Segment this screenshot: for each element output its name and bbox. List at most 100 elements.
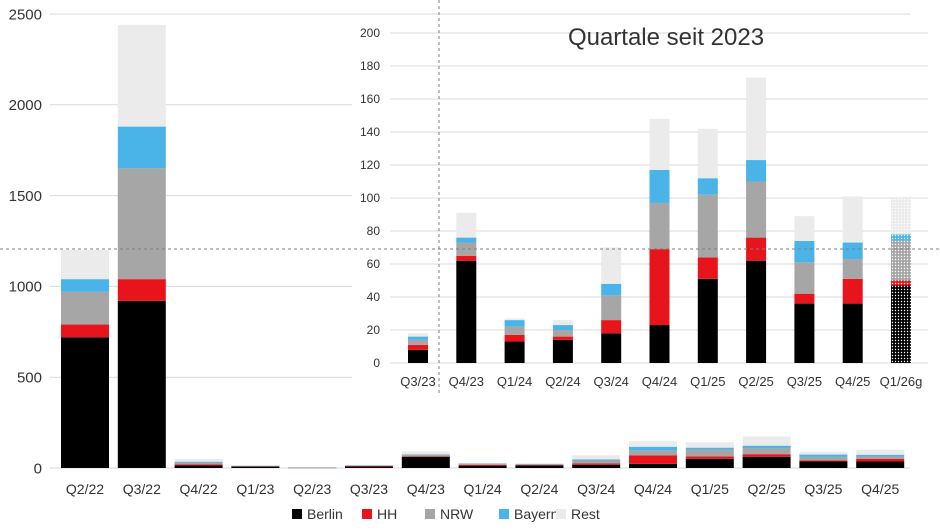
inset-title: Quartale seit 2023 — [568, 24, 764, 51]
inset-bar-q3-24-nrw — [601, 295, 622, 321]
main-bar-q3-25-hh — [799, 460, 848, 462]
main-x-tick-label: Q3/25 — [804, 481, 842, 497]
main-bar-q2-23-rest — [288, 467, 337, 468]
main-bar-q3-24-berlin — [572, 464, 621, 468]
inset-bar-q2-24-bayern — [552, 325, 573, 330]
main-bar-q1-25-nrw — [685, 449, 734, 457]
inset-bar-q1-24-rest — [504, 318, 525, 321]
main-bar-q4-25-rest — [856, 449, 905, 455]
legend-label-bayern: Bayern — [514, 506, 558, 522]
inset-bar-q3-23-berlin — [408, 349, 428, 363]
main-bars — [61, 24, 905, 469]
main-bar-q1-23-hh — [231, 466, 280, 467]
inset-y-tick-label: 140 — [360, 125, 380, 139]
inset-bar-q1-26g-hh — [891, 280, 911, 286]
main-x-tick-label: Q1/23 — [236, 481, 274, 497]
inset-y-tick-label: 160 — [360, 92, 380, 106]
inset-bar-q2-25-bayern — [746, 160, 767, 182]
inset-bar-q3-24-bayern — [601, 283, 622, 296]
legend-swatch-hh — [362, 509, 372, 519]
inset-bar-q1-26g-nrw — [891, 240, 911, 281]
main-bar-q4-25-bayern — [856, 454, 905, 457]
inset-bar-q4-24-rest — [649, 118, 670, 170]
inset-x-tick-label: Q4/25 — [835, 374, 870, 389]
main-x-tick-label: Q4/24 — [634, 481, 672, 497]
main-x-tick-label: Q2/25 — [748, 481, 786, 497]
inset-bar-q4-24-bayern — [649, 169, 670, 203]
main-bar-q2-24-hh — [515, 465, 564, 466]
inset-bar-q1-25-rest — [697, 128, 718, 179]
main-bar-q4-23-berlin — [401, 456, 450, 468]
main-y-axis: 0 500 1000 1500 2000 2500 — [9, 6, 42, 477]
inset-bar-q3-23-bayern — [408, 336, 428, 340]
main-bar-q3-22-bayern — [117, 126, 166, 169]
main-bar-q4-22-hh — [174, 464, 223, 466]
inset-bar-q3-25-nrw — [794, 262, 815, 294]
main-bar-q1-24-berlin — [458, 465, 507, 468]
main-bar-q4-23-nrw — [401, 454, 450, 457]
main-bar-q1-24-nrw — [458, 464, 507, 465]
inset-y-tick-label: 0 — [373, 356, 380, 370]
main-bar-q3-24-rest — [572, 455, 621, 460]
inset-y-tick-label: 200 — [360, 26, 380, 40]
legend-swatch-berlin — [292, 509, 302, 519]
main-bar-q2-22-hh — [61, 324, 109, 338]
main-y-tick-label: 2500 — [9, 6, 42, 23]
main-bar-q1-25-bayern — [685, 447, 734, 450]
main-bar-q1-25-berlin — [685, 458, 734, 468]
main-bar-q4-22-nrw — [174, 462, 223, 465]
legend-swatch-nrw — [425, 509, 435, 519]
main-x-tick-label: Q2/22 — [66, 481, 104, 497]
main-bar-q4-22-rest — [174, 458, 223, 462]
main-bar-q2-22-bayern — [61, 279, 109, 292]
main-bar-q3-23-hh — [345, 466, 393, 467]
main-bar-q3-25-berlin — [799, 461, 848, 468]
main-x-tick-label: Q1/25 — [691, 481, 729, 497]
inset-x-tick-label: Q3/24 — [593, 374, 628, 389]
main-bar-q1-25-hh — [685, 456, 734, 459]
legend: Berlin HH NRW Bayern Rest — [292, 506, 600, 522]
main-bar-q3-25-nrw — [799, 456, 848, 461]
main-bar-q4-24-hh — [629, 455, 677, 464]
main-bar-q3-22-nrw — [117, 168, 166, 280]
inset-x-tick-label: Q1/25 — [690, 374, 725, 389]
main-bar-q3-24-nrw — [572, 460, 621, 464]
main-bar-q4-23-hh — [401, 456, 450, 457]
inset-y-tick-label: 100 — [360, 191, 380, 205]
inset-x-tick-label: Q1/24 — [497, 374, 532, 389]
main-x-tick-label: Q3/24 — [577, 481, 615, 497]
main-y-tick-label: 500 — [17, 369, 42, 386]
main-y-tick-label: 1500 — [9, 188, 42, 205]
inset-x-tick-label: Q4/24 — [642, 374, 677, 389]
inset-bar-q1-24-nrw — [504, 326, 525, 335]
main-bar-q4-22-bayern — [174, 461, 223, 463]
legend-swatch-bayern — [499, 509, 509, 519]
inset-bar-q4-23-rest — [456, 212, 477, 238]
main-bar-q4-25-nrw — [856, 456, 905, 459]
inset-x-axis: Q3/23 Q4/23 Q1/24 Q2/24 Q3/24 Q4/24 Q1/25 Q2/25… — [400, 374, 922, 389]
inset-bar-q1-25-nrw — [697, 194, 718, 258]
main-bar-q3-24-bayern — [572, 459, 621, 461]
inset-bar-q4-24-hh — [649, 249, 670, 326]
main-bar-q3-24-hh — [572, 463, 621, 465]
main-x-tick-label: Q2/24 — [520, 481, 558, 497]
inset-bar-q4-24-berlin — [649, 325, 670, 363]
inset-bars — [408, 77, 911, 363]
inset-bar-q3-24-hh — [601, 320, 622, 334]
inset-bar-q1-24-hh — [504, 334, 525, 342]
main-bar-q3-22-berlin — [117, 300, 166, 468]
legend-label-rest: Rest — [571, 506, 600, 522]
main-y-tick-label: 0 — [34, 460, 42, 477]
inset-bar-q4-23-hh — [456, 255, 477, 261]
legend-label-berlin: Berlin — [307, 506, 343, 522]
legend-label-nrw: NRW — [440, 506, 474, 522]
inset-bar-q4-25-nrw — [842, 259, 863, 279]
main-bar-q3-23-rest — [345, 464, 393, 466]
main-bar-q2-25-bayern — [742, 445, 791, 449]
inset-bar-q2-24-berlin — [552, 339, 573, 363]
main-bar-q1-24-hh — [458, 464, 507, 466]
main-bar-q1-23-rest — [231, 465, 280, 466]
inset-bar-q4-23-berlin — [456, 260, 477, 363]
main-bar-q2-24-berlin — [515, 465, 564, 468]
